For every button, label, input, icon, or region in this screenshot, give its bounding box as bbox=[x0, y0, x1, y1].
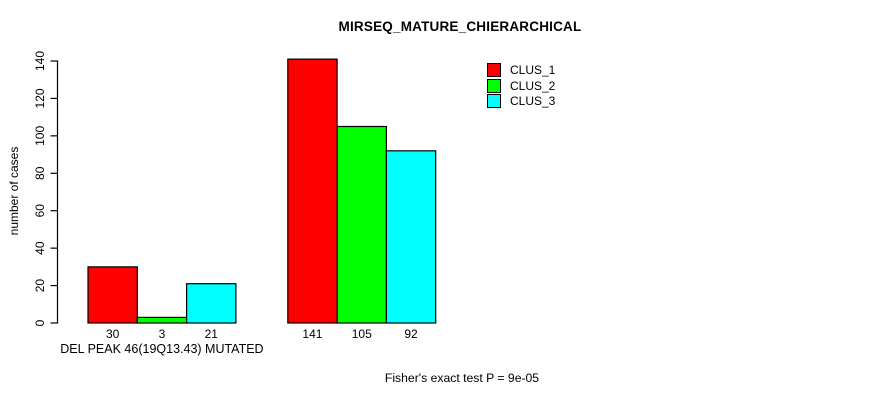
bar-clus_3-group2 bbox=[385, 150, 437, 324]
legend-label: CLUS_2 bbox=[510, 78, 556, 93]
legend-item: CLUS_2 bbox=[487, 78, 556, 94]
y-tick-label: 20 bbox=[33, 279, 47, 293]
x-category-label: DEL PEAK 46(19Q13.43) MUTATED bbox=[60, 342, 264, 356]
bar-clus_1-group2 bbox=[287, 58, 338, 324]
bar-clus_2-group2 bbox=[336, 125, 388, 324]
legend-label: CLUS_3 bbox=[510, 94, 556, 109]
bar-value-label: 105 bbox=[352, 327, 372, 341]
y-tick-label: 0 bbox=[33, 319, 47, 326]
y-tick-label: 120 bbox=[33, 88, 47, 108]
bar-value-label: 141 bbox=[302, 327, 322, 341]
y-tick-label: 40 bbox=[33, 241, 47, 255]
y-tick-label: 60 bbox=[33, 204, 47, 218]
bar-clus_3-group1 bbox=[186, 283, 237, 324]
y-tick-label: 140 bbox=[33, 51, 47, 71]
legend-swatch-icon bbox=[487, 63, 501, 78]
bar-clus_1-group1 bbox=[87, 266, 138, 324]
legend-swatch-icon bbox=[487, 78, 501, 93]
chart-title: MIRSEQ_MATURE_CHIERARCHICAL bbox=[338, 19, 582, 34]
legend-label: CLUS_1 bbox=[510, 63, 556, 78]
legend-item: CLUS_3 bbox=[487, 94, 555, 109]
legend-swatch-icon bbox=[487, 94, 501, 109]
bar-clus_2-group1 bbox=[136, 316, 188, 324]
annotation-text: Fisher's exact test P = 9e-05 bbox=[384, 371, 540, 385]
legend: CLUS_1 CLUS_2 CLUS_3 bbox=[487, 63, 555, 109]
bar-value-label: 92 bbox=[404, 327, 418, 341]
bar-value-label: 21 bbox=[205, 327, 219, 341]
y-tick-label: 80 bbox=[33, 166, 47, 180]
bar-value-label: 3 bbox=[159, 327, 166, 341]
y-tick-label: 100 bbox=[33, 126, 47, 146]
bar-value-label: 30 bbox=[106, 327, 120, 341]
legend-item: CLUS_1 bbox=[487, 63, 555, 78]
